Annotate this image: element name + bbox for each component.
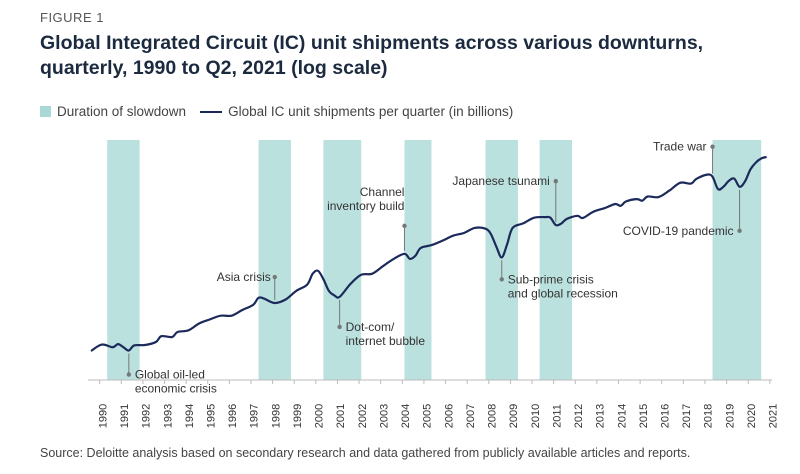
annotation-label: economic crisis	[135, 382, 217, 396]
slowdown-band-4	[404, 140, 432, 380]
annotation-dot	[553, 178, 559, 184]
annotation-label: Trade war	[653, 140, 707, 154]
x-tick-label: 2019	[724, 404, 736, 428]
x-tick-label: 2005	[422, 404, 434, 428]
annotation-label: Asia crisis	[217, 270, 271, 284]
annotation-label: Channel	[360, 185, 405, 199]
annotation-dot	[402, 223, 407, 229]
annotation-dot	[499, 277, 504, 282]
x-tick-label: 2008	[487, 404, 499, 428]
annotation-label: internet bubble	[346, 334, 426, 348]
annotation-label: Global oil-led	[135, 368, 205, 382]
annotation-label: Sub-prime crisis	[508, 272, 594, 286]
figure-label: FIGURE 1	[40, 10, 104, 25]
x-tick-label: 2012	[573, 404, 585, 428]
source-note: Source: Deloitte analysis based on secon…	[40, 446, 691, 460]
x-tick-label: 2014	[616, 404, 628, 428]
x-tick-label: 1994	[184, 404, 196, 428]
slowdown-band-3	[323, 140, 362, 380]
x-tick-label: 1991	[119, 404, 131, 428]
annotation-dot	[337, 324, 342, 330]
annotation-dot	[737, 228, 742, 234]
x-tick-label: 2002	[357, 404, 369, 428]
x-tick-label: 2015	[638, 404, 650, 428]
series-line	[90, 155, 767, 352]
annotation-label: Japanese tsunami	[452, 174, 549, 188]
x-tick-label: 1999	[292, 404, 304, 428]
x-tick-label: 2006	[443, 404, 455, 428]
chart-legend: Duration of slowdown Global IC unit ship…	[40, 104, 513, 119]
x-tick-label: 2007	[465, 404, 477, 428]
annotation-label: Dot-com/	[346, 320, 395, 334]
annotation-dot	[126, 372, 132, 377]
legend-slowdown-swatch	[40, 106, 51, 117]
legend-series-line	[200, 110, 223, 113]
x-tick-label: 1993	[162, 404, 174, 428]
annotation-label: inventory build	[327, 199, 404, 213]
x-tick-label: 2001	[335, 404, 347, 428]
x-tick-label: 2017	[681, 404, 693, 428]
x-tick-label: 2013	[595, 404, 607, 428]
chart-title-line-2: quarterly, 1990 to Q2, 2021 (log scale)	[40, 57, 388, 79]
x-tick-label: 1992	[141, 404, 153, 428]
x-tick-label: 2011	[551, 404, 563, 428]
x-tick-label: 2020	[746, 404, 758, 428]
slowdown-band-1	[107, 140, 140, 380]
x-tick-label: 2009	[508, 404, 520, 428]
x-tick-label: 2018	[703, 404, 715, 428]
x-tick-label: 1997	[249, 404, 261, 428]
legend-series-label: Global IC unit shipments per quarter (in…	[228, 104, 514, 119]
annotation-label: COVID-19 pandemic	[623, 224, 734, 238]
x-tick-label: 2003	[378, 404, 390, 428]
slowdown-band-7	[712, 140, 762, 380]
x-tick-label: 1998	[270, 404, 282, 428]
x-tick-label: 2010	[530, 404, 542, 428]
legend-slowdown-label: Duration of slowdown	[57, 104, 187, 119]
x-tick-label: 2016	[659, 404, 671, 428]
annotation-label: and global recession	[508, 286, 618, 300]
x-tick-label: 1996	[227, 404, 239, 428]
chart-title: Global Integrated Circuit (IC) unit ship…	[40, 31, 780, 81]
slowdown-band-2	[258, 140, 291, 380]
x-tick-label: 1995	[205, 404, 217, 428]
slowdown-band-5	[485, 140, 518, 380]
x-tick-label: 2021	[768, 404, 780, 428]
annotation-dot	[710, 144, 715, 149]
x-tick-label: 2004	[400, 404, 412, 428]
x-tick-label: 2000	[314, 404, 326, 428]
annotation-dot	[272, 274, 277, 280]
chart-title-line-1: Global Integrated Circuit (IC) unit ship…	[40, 32, 704, 54]
x-tick-label: 1990	[97, 404, 109, 428]
